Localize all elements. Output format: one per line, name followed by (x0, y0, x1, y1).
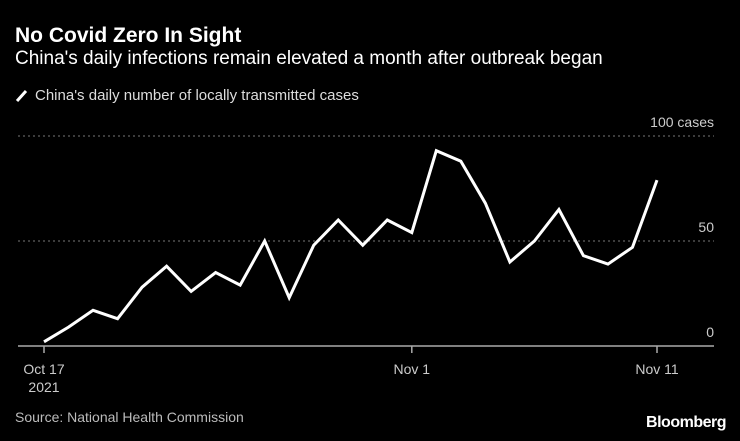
x-tick-label: Oct 17 (23, 361, 64, 377)
bloomberg-logo: Bloomberg (646, 414, 726, 431)
source-note: Source: National Health Commission (15, 409, 244, 425)
chart-subtitle: China's daily infections remain elevated… (15, 48, 603, 69)
chart-title: No Covid Zero In Sight (15, 24, 242, 47)
legend: China's daily number of locally transmit… (15, 87, 359, 104)
y-tick-label: 100 cases (650, 114, 714, 130)
x-tick-label: Nov 1 (394, 361, 431, 377)
series-line (43, 148, 659, 344)
legend-label: China's daily number of locally transmit… (35, 87, 359, 104)
y-tick-label: 0 (706, 324, 714, 340)
y-tick-label: 50 (698, 219, 714, 235)
x-tick-sublabel: 2021 (28, 379, 59, 395)
legend-line-icon (15, 89, 28, 102)
x-tick-label: Nov 11 (635, 361, 679, 377)
